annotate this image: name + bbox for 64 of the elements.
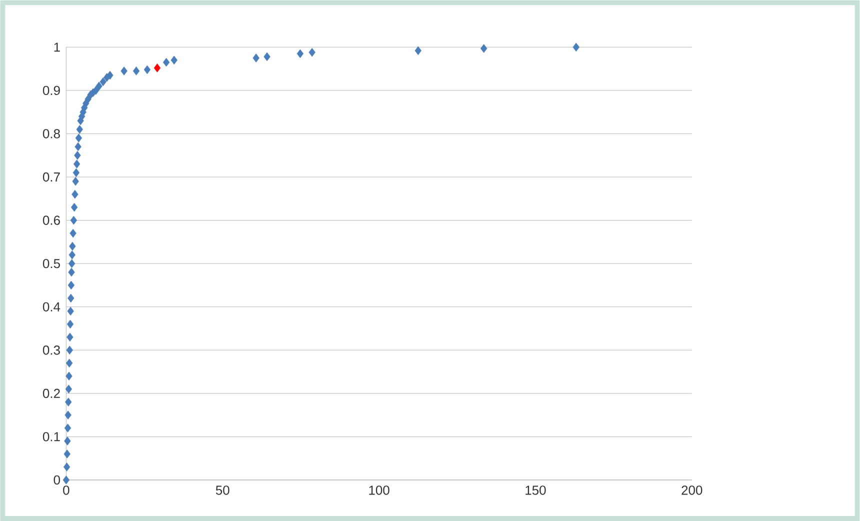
point (252, 54, 260, 62)
y-tick-label: 0.8 (42, 129, 60, 138)
point (66, 372, 72, 380)
point (69, 242, 76, 251)
point (154, 63, 161, 72)
point (72, 190, 78, 199)
x-tick-label: 0 (63, 486, 70, 495)
point (68, 268, 75, 277)
point (480, 44, 488, 53)
point (64, 450, 70, 458)
point (96, 82, 102, 90)
y-tick-label: 0.7 (42, 172, 60, 182)
point (264, 52, 270, 62)
point (66, 346, 73, 354)
point (68, 280, 75, 290)
x-tick-label: 150 (526, 486, 546, 495)
y-tick-label: 1 (54, 42, 60, 52)
x-tick-label: 50 (216, 486, 230, 495)
x-tick-label: 100 (369, 486, 390, 495)
point (64, 424, 72, 432)
y-tick-label: 0.4 (42, 302, 60, 312)
point (70, 216, 78, 225)
y-tick-label: 0.2 (42, 388, 60, 398)
point (65, 384, 72, 394)
point (66, 320, 74, 328)
point (92, 86, 100, 95)
point (67, 306, 74, 316)
point (66, 332, 74, 342)
point (74, 142, 82, 152)
y-tick-label: 0 (54, 475, 60, 484)
point (64, 410, 72, 420)
point (73, 160, 80, 168)
point (170, 56, 178, 64)
point (120, 66, 128, 76)
point (75, 134, 82, 142)
point (106, 70, 114, 80)
point (64, 436, 71, 446)
point (66, 358, 73, 368)
y-tick-label: 0.6 (42, 216, 60, 225)
point (68, 294, 74, 303)
point (62, 476, 70, 484)
point (414, 46, 422, 55)
point (65, 398, 72, 406)
point (68, 259, 76, 268)
point (132, 66, 140, 76)
point (70, 228, 76, 238)
y-tick-label: 0.5 (42, 258, 60, 268)
point (63, 462, 70, 472)
point (72, 176, 79, 186)
point (76, 124, 83, 134)
point (72, 168, 80, 178)
point (572, 42, 580, 52)
y-tick-label: 0.3 (42, 345, 60, 355)
point (144, 65, 151, 74)
point (68, 250, 76, 260)
point (100, 77, 106, 86)
x-tick-label: 200 (682, 486, 702, 495)
point (308, 48, 316, 57)
point (74, 150, 81, 160)
point (70, 202, 78, 212)
y-tick-label: 0.1 (42, 432, 60, 442)
y-tick-label: 0.9 (42, 86, 60, 95)
point (162, 58, 170, 67)
point (296, 49, 304, 58)
